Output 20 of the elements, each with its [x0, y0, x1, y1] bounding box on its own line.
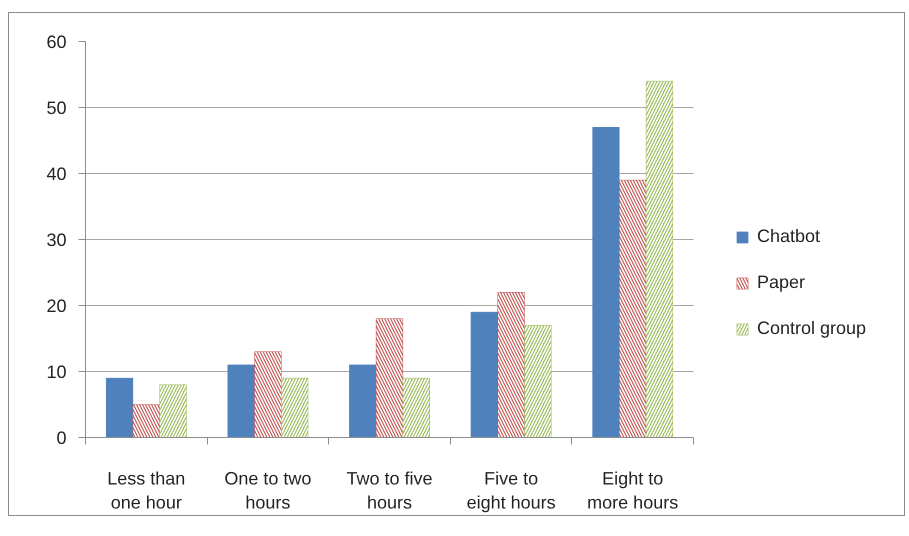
y-tick-label: 50 — [46, 98, 67, 118]
y-tick-label: 0 — [56, 428, 67, 448]
legend-label: Chatbot — [757, 226, 820, 247]
y-tick-label: 10 — [46, 362, 67, 382]
bar — [228, 364, 255, 438]
y-tick-label: 40 — [46, 164, 67, 184]
bar — [349, 364, 376, 438]
legend-label: Paper — [757, 272, 806, 293]
bar — [106, 378, 134, 438]
bar — [470, 312, 498, 438]
x-tick-label: One to two hours — [224, 468, 312, 512]
y-tick-label: 30 — [46, 230, 67, 250]
y-tick-label: 20 — [46, 296, 67, 316]
x-tick-label: Two to five hours — [346, 468, 433, 512]
legend-label: Control group — [757, 318, 866, 339]
x-tick-label: Less than one hour — [107, 468, 186, 512]
x-tick-label: Five to eight hours — [466, 468, 556, 512]
bar — [592, 127, 620, 438]
x-tick-label: Eight to more hours — [587, 468, 678, 512]
y-tick-label: 60 — [46, 32, 67, 52]
